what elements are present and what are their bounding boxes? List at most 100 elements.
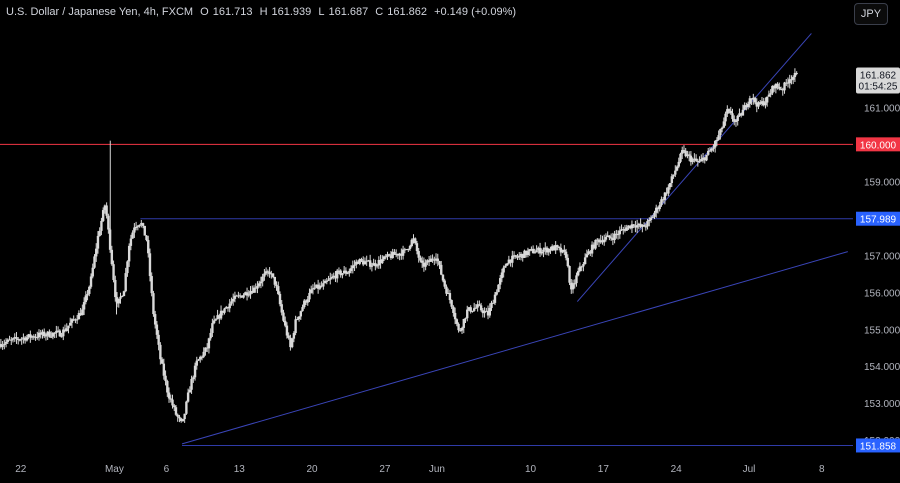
candle-body [285,325,289,336]
candle-body [353,264,356,266]
candle-body [155,324,159,335]
candle-body [710,148,713,151]
candle-body [233,295,237,299]
candle-body [56,330,60,332]
candle-body [74,319,77,321]
candle-body [193,365,197,378]
candle-body [715,139,719,142]
candle-body [580,266,583,268]
candle-body [289,337,292,348]
candle-body [703,157,706,161]
candle-body [561,249,564,253]
candle-body [729,110,732,114]
candle-body [634,225,637,228]
candle-body [49,336,53,338]
candle-body [356,261,360,264]
candle-body [346,273,349,275]
candle-body [95,248,98,257]
candle-body [377,259,381,266]
candle-body [550,246,554,251]
candle-body [681,150,684,154]
candle-body [531,248,535,254]
candle-body [516,256,519,258]
candle-body [642,224,646,227]
candle-body [89,276,93,287]
candle-body [519,253,523,256]
candle-body [658,205,661,210]
candle-body [46,331,49,336]
candle-body [687,154,691,156]
candle-body [696,160,700,162]
y-tick-label: 155.000 [864,325,900,336]
candle-body [698,161,701,163]
candle-body [635,225,639,228]
candle-body [318,285,322,289]
candle-body [535,250,538,253]
candle-body [530,248,533,250]
candle-body [483,311,486,314]
candle-body [351,265,355,269]
candle-body [443,280,446,287]
candle-body [776,83,779,87]
candle-body [127,245,131,262]
candle-body [119,296,122,299]
candle-body [75,319,79,321]
candle-body [518,255,521,258]
candle-body [316,284,320,289]
candle-body [665,192,668,194]
candle-body [538,247,542,254]
candle-body [552,246,556,251]
candle-body [327,279,330,281]
candle-body [348,270,351,274]
candle-body [388,254,391,256]
candle-body [559,247,563,253]
candle-body [20,338,23,340]
candle-body [419,257,422,261]
candle-body [386,254,389,257]
candle-body [459,330,462,332]
candle-body [582,264,585,267]
candle-body [564,251,568,258]
candle-body [25,337,29,341]
candle-body [6,339,10,342]
candle-body [674,170,677,175]
close-value: 161.862 [387,6,428,18]
candle-body [717,135,720,140]
candle-body [585,254,589,258]
current-price-value: 161.862 [860,70,897,81]
candle-body [148,253,152,277]
candle-body [759,102,762,104]
candle-body [214,319,218,321]
y-tick-label: 156.000 [864,288,900,299]
candle-body [599,240,602,243]
candle-body [101,210,105,221]
candle-body [98,230,101,236]
candle-body [374,263,377,267]
candle-body [341,273,344,276]
candle-body [358,258,361,264]
candle-body [178,416,181,419]
candle-body [105,205,108,216]
candle-body [727,109,731,111]
candle-body [490,302,493,308]
candle-body [537,247,540,251]
candle-body [211,323,214,333]
candle-body [107,215,110,230]
candle-body [587,251,590,255]
candle-body [554,245,557,251]
currency-button[interactable]: JPY [854,3,888,25]
candle-body [471,310,474,312]
candle-body [313,287,316,289]
candle-body [240,295,244,298]
candle-body [396,253,400,256]
y-tick-label: 157.000 [864,251,900,262]
candle-body [448,293,452,301]
candle-body [700,159,703,162]
candle-body [121,296,124,298]
candle-body [403,249,407,251]
price-tag-level-157989-bg [856,211,900,226]
candle-body [278,293,282,305]
candle-body [691,159,694,163]
